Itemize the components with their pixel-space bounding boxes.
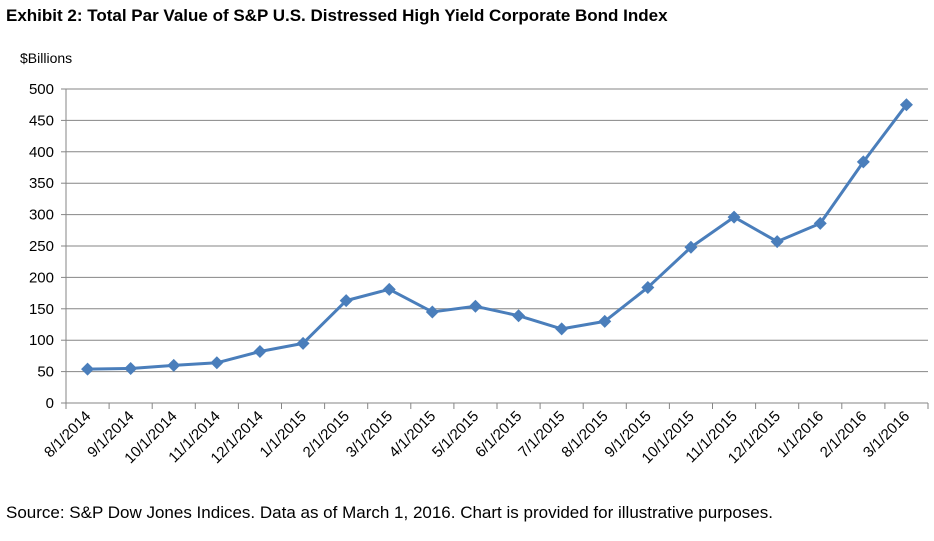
x-tick-label: 6/1/2015 xyxy=(472,408,525,461)
x-tick-label: 2/1/2015 xyxy=(300,408,353,461)
data-point-marker xyxy=(425,305,439,319)
x-tick-label: 8/1/2014 xyxy=(41,408,94,461)
data-point-marker xyxy=(727,210,741,224)
data-point-marker xyxy=(641,280,655,294)
y-tick-labels: 0 50 100 150 200 250 300 350 400 450 500 xyxy=(29,81,54,412)
x-tick-label: 5/1/2015 xyxy=(429,408,482,461)
x-tick-label: 3/1/2016 xyxy=(860,408,913,461)
y-tick-label: 450 xyxy=(29,112,54,129)
x-tick-label: 3/1/2015 xyxy=(343,408,396,461)
y-axis-unit-label: $Billions xyxy=(20,50,73,66)
y-tick-label: 400 xyxy=(29,144,54,161)
data-point-marker xyxy=(382,282,396,296)
data-point-marker xyxy=(813,216,827,230)
x-tick-label: 4/1/2015 xyxy=(386,408,439,461)
y-tick-label: 100 xyxy=(29,332,54,349)
data-point-marker xyxy=(124,361,138,375)
y-tick-label: 200 xyxy=(29,269,54,286)
x-tick-labels: 8/1/20149/1/201410/1/201411/1/201412/1/2… xyxy=(41,408,913,467)
chart-title: Exhibit 2: Total Par Value of S&P U.S. D… xyxy=(6,6,668,25)
data-point-marker xyxy=(210,356,224,370)
x-tick-label: 2/1/2016 xyxy=(817,408,870,461)
data-point-marker xyxy=(167,358,181,372)
data-point-marker xyxy=(770,235,784,249)
y-tick-label: 500 xyxy=(29,81,54,98)
gridlines xyxy=(66,88,928,373)
series-layer xyxy=(81,98,913,376)
y-tick-label: 300 xyxy=(29,207,54,224)
data-point-marker xyxy=(684,240,698,254)
line-chart: 0 50 100 150 200 250 300 350 400 450 500 8/1/20149… xyxy=(29,81,929,467)
data-point-marker xyxy=(468,299,482,313)
y-tick-label: 250 xyxy=(29,238,54,255)
data-point-marker xyxy=(555,322,569,336)
series-line xyxy=(87,103,908,371)
source-note: Source: S&P Dow Jones Indices. Data as o… xyxy=(6,503,773,522)
y-tick-label: 350 xyxy=(29,175,54,192)
data-point-marker xyxy=(899,98,913,112)
axes xyxy=(61,88,929,409)
x-tick-label: 8/1/2015 xyxy=(558,408,611,461)
x-tick-label: 1/1/2016 xyxy=(774,408,827,461)
x-tick-label: 1/1/2015 xyxy=(257,408,310,461)
y-tick-label: 50 xyxy=(37,364,54,381)
data-point-marker xyxy=(339,294,353,308)
data-point-marker xyxy=(512,309,526,323)
x-tick-label: 7/1/2015 xyxy=(515,408,568,461)
y-tick-label: 0 xyxy=(46,395,54,412)
data-point-marker xyxy=(296,336,310,350)
y-tick-label: 150 xyxy=(29,301,54,318)
data-point-marker xyxy=(598,314,612,328)
data-point-marker xyxy=(253,345,267,359)
data-point-marker xyxy=(81,362,95,376)
data-point-marker xyxy=(856,155,870,169)
